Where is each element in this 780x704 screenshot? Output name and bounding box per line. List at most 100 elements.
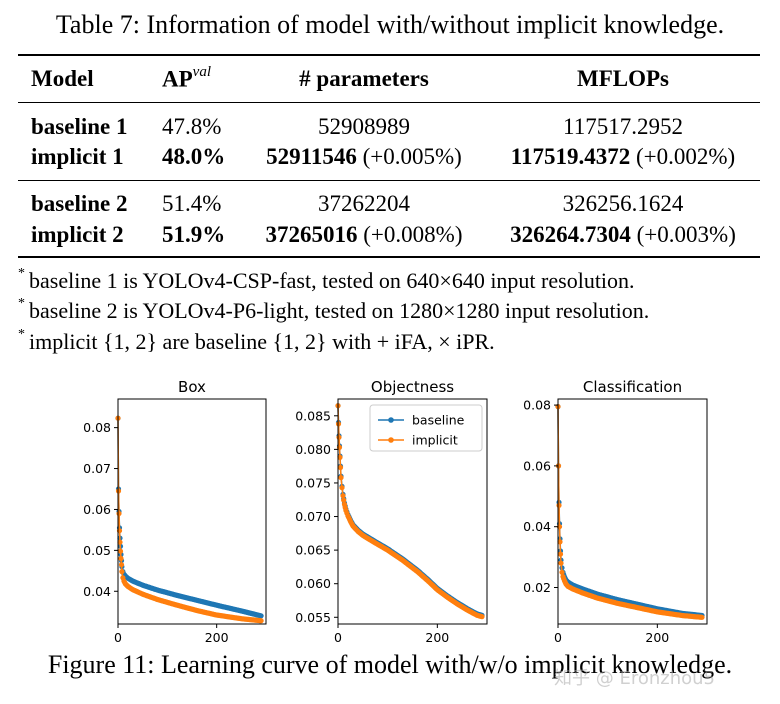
header-ap-sup: val: [192, 64, 211, 80]
x-tick-label: 0: [114, 630, 122, 644]
row3-model: baseline 2: [31, 191, 128, 216]
series-point-implicit: [479, 614, 485, 620]
x-tick-label: 0: [334, 630, 342, 644]
legend-marker-implicit: [388, 437, 394, 443]
series-point-implicit: [556, 502, 562, 508]
x-tick-label: 200: [205, 630, 229, 644]
watermark: 知乎 @ Eronzhou5: [554, 668, 715, 689]
plot-frame: [117, 398, 267, 625]
series-point-implicit: [341, 497, 347, 503]
y-tick-label: 0.07: [83, 461, 111, 476]
note-2-mark: *: [18, 295, 25, 311]
row4-params-cell: 37265016 (+0.008%): [266, 222, 463, 248]
row3-mflops: 326256.1624: [562, 191, 684, 216]
y-tick-label: 0.06: [83, 502, 111, 517]
x-tick-label: 200: [425, 630, 449, 644]
series-markers-baseline: [115, 415, 264, 619]
plot-classification: Classification 0.02 0.04 0.06 0.08 0 200: [523, 378, 708, 644]
legend-label-baseline: baseline: [412, 413, 465, 428]
row2-model: implicit 1: [31, 144, 124, 169]
row3-ap: 51.4%: [162, 191, 222, 216]
header-mflops: MFLOPs: [577, 66, 669, 91]
plot-title: Objectness: [371, 378, 454, 396]
header-model: Model: [31, 66, 94, 91]
series-markers-implicit: [335, 403, 485, 620]
note-2-text: baseline 2 is YOLOv4-P6-light, tested on…: [29, 298, 650, 323]
x-tick-label: 200: [645, 630, 669, 644]
plot-box: Box 0.04 0.05 0.06 0.07 0.08 0 200: [83, 378, 267, 644]
series-point-implicit: [258, 618, 264, 624]
y-tick-label: 0.04: [523, 519, 551, 534]
plot-objectness: Objectness 0.055 0.060 0.065 0.070 0.075 0.080…: [295, 378, 488, 644]
note-1-mark: *: [18, 265, 25, 281]
series-markers-implicit: [115, 415, 264, 624]
note-1-text: baseline 1 is YOLOv4-CSP-fast, tested on…: [29, 268, 635, 293]
table-note-1: * baseline 1 is YOLOv4-CSP-fast, tested o…: [18, 265, 635, 294]
series-point-implicit: [557, 539, 563, 545]
header-params: # parameters: [299, 66, 429, 91]
row2-params-cell: 52911546 (+0.005%): [266, 144, 462, 170]
y-tick-label: 0.055: [295, 610, 331, 625]
y-tick-label: 0.085: [295, 408, 331, 423]
series-point-implicit: [557, 551, 564, 557]
legend: baseline implicit: [369, 404, 483, 452]
row2-mflops-cell: 117519.4372 (+0.002%): [511, 144, 735, 170]
y-tick-label: 0.060: [295, 576, 331, 591]
series-point-implicit: [337, 454, 343, 460]
series-point-implicit: [340, 493, 346, 499]
y-tick-label: 0.075: [295, 475, 331, 490]
series-point-implicit: [338, 475, 344, 481]
series-point-implicit: [117, 548, 124, 554]
plot-frame: [337, 398, 488, 625]
series-line-baseline: [557, 406, 703, 617]
series-markers-baseline: [555, 404, 705, 619]
note-3-mark: *: [18, 326, 25, 342]
table-note-2: * baseline 2 is YOLOv4-P6-light, tested o…: [18, 295, 650, 324]
row3-params: 37262204: [318, 191, 410, 216]
row2-params-delta: (+0.005%): [356, 144, 462, 169]
series-point-implicit: [118, 562, 125, 568]
note-3-text: implicit {1, 2} are baseline {1, 2} with…: [29, 329, 495, 354]
header-ap-label: AP: [162, 66, 193, 92]
series-point-implicit: [699, 614, 705, 620]
series-point-implicit: [336, 434, 342, 440]
y-tick-label: 0.04: [83, 584, 111, 599]
series-markers-implicit: [555, 404, 705, 620]
row2-mflops: 117519.4372: [510, 144, 631, 169]
row4-params-delta: (+0.008%): [357, 222, 463, 247]
figure-caption: Figure 11: Learning curve of model with/…: [47, 650, 733, 679]
series-point-implicit: [116, 510, 122, 517]
y-tick-label: 0.080: [295, 442, 331, 457]
plot-title: Classification: [583, 378, 682, 396]
row4-mflops-delta: (+0.003%): [630, 222, 736, 247]
series-point-implicit: [118, 555, 124, 562]
table-bottom-rule: [18, 256, 760, 258]
y-tick-label: 0.065: [295, 543, 331, 558]
x-tick-label: 0: [554, 630, 562, 644]
row4-model: implicit 2: [31, 222, 124, 247]
plot-frame: [557, 398, 708, 625]
row4-ap: 51.9%: [162, 222, 226, 247]
y-tick-label: 0.070: [295, 509, 331, 524]
series-point-implicit: [337, 464, 344, 471]
row1-ap: 47.8%: [162, 114, 222, 139]
row4-params: 37265016: [265, 222, 358, 247]
table-caption: Table 7: Information of model with/witho…: [55, 10, 725, 39]
series-point-implicit: [559, 569, 565, 575]
row1-params: 52908989: [318, 114, 410, 139]
row1-model: baseline 1: [31, 114, 128, 139]
row2-ap: 48.0%: [162, 144, 226, 169]
series-point-implicit: [339, 485, 345, 491]
row2-params: 52911546: [266, 144, 357, 169]
row4-mflops-cell: 326264.7304 (+0.003%): [510, 222, 736, 248]
header-ap: APval: [162, 64, 211, 93]
y-tick-label: 0.02: [523, 580, 551, 595]
series-point-implicit: [558, 560, 564, 566]
y-tick-label: 0.08: [83, 420, 111, 435]
y-tick-label: 0.08: [523, 398, 551, 413]
table-mid-rule: [18, 180, 760, 181]
series-point-implicit: [119, 569, 125, 575]
row4-mflops: 326264.7304: [510, 222, 631, 247]
table-top-rule: [18, 54, 760, 56]
